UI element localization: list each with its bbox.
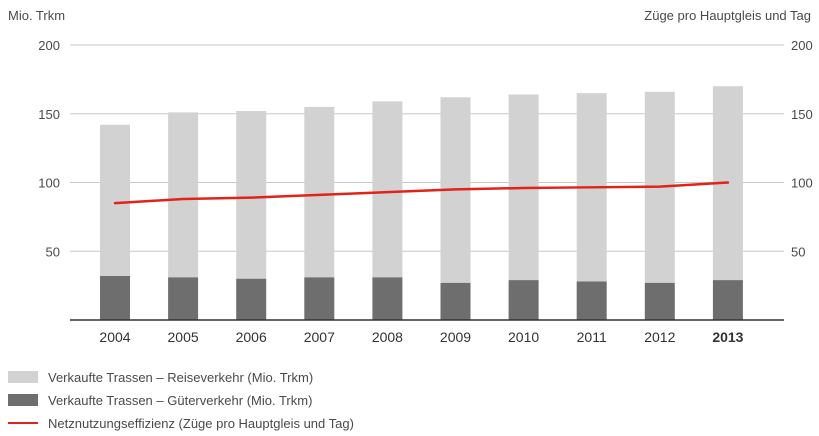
chart-legend: Verkaufte Trassen – Reiseverkehr (Mio. T… (8, 367, 354, 436)
legend-label-freight: Verkaufte Trassen – Güterverkehr (Mio. T… (48, 393, 312, 408)
x-tick-2012: 2012 (644, 329, 675, 345)
x-tick-2004: 2004 (99, 329, 130, 345)
x-tick-2005: 2005 (168, 329, 199, 345)
y-tick-left-150: 150 (38, 107, 60, 122)
legend-swatch-freight (8, 394, 38, 406)
y-tick-right-50: 50 (791, 244, 805, 259)
line-efficiency (115, 183, 728, 204)
bar-passenger-2004 (100, 125, 130, 276)
y-tick-right-150: 150 (791, 107, 813, 122)
bar-freight-2010 (509, 280, 539, 320)
x-tick-2009: 2009 (440, 329, 471, 345)
legend-item-freight: Verkaufte Trassen – Güterverkehr (Mio. T… (8, 390, 354, 410)
bar-passenger-2005 (168, 112, 198, 277)
legend-label-efficiency: Netznutzungseffizienz (Züge pro Hauptgle… (48, 416, 354, 431)
legend-item-passenger: Verkaufte Trassen – Reiseverkehr (Mio. T… (8, 367, 354, 387)
legend-label-passenger: Verkaufte Trassen – Reiseverkehr (Mio. T… (48, 370, 313, 385)
bar-freight-2011 (577, 282, 607, 321)
bar-freight-2009 (441, 283, 471, 320)
y-tick-right-100: 100 (791, 176, 813, 191)
x-tick-2008: 2008 (372, 329, 403, 345)
bar-freight-2004 (100, 276, 130, 320)
bar-freight-2008 (372, 277, 402, 320)
x-tick-2011: 2011 (577, 329, 607, 345)
bar-freight-2007 (304, 277, 334, 320)
x-tick-2010: 2010 (508, 329, 539, 345)
bar-passenger-2007 (304, 107, 334, 278)
bar-passenger-2008 (372, 101, 402, 277)
y-tick-right-200: 200 (791, 38, 813, 53)
bar-freight-2012 (645, 283, 675, 320)
legend-swatch-passenger (8, 371, 38, 383)
y-tick-left-50: 50 (46, 244, 60, 259)
bar-line-chart: 50 50 100 100 150 150 200 200 2004 2005 2006 2007 20… (0, 0, 819, 360)
bar-freight-2013 (713, 280, 743, 320)
legend-swatch-efficiency (8, 422, 38, 424)
x-tick-2006: 2006 (236, 329, 267, 345)
x-tick-2007: 2007 (304, 329, 335, 345)
x-tick-2013: 2013 (712, 329, 743, 345)
bar-freight-2006 (236, 279, 266, 320)
y-tick-left-200: 200 (38, 38, 60, 53)
bar-passenger-2006 (236, 111, 266, 279)
legend-item-efficiency: Netznutzungseffizienz (Züge pro Hauptgle… (8, 413, 354, 433)
bar-freight-2005 (168, 277, 198, 320)
y-tick-left-100: 100 (38, 176, 60, 191)
